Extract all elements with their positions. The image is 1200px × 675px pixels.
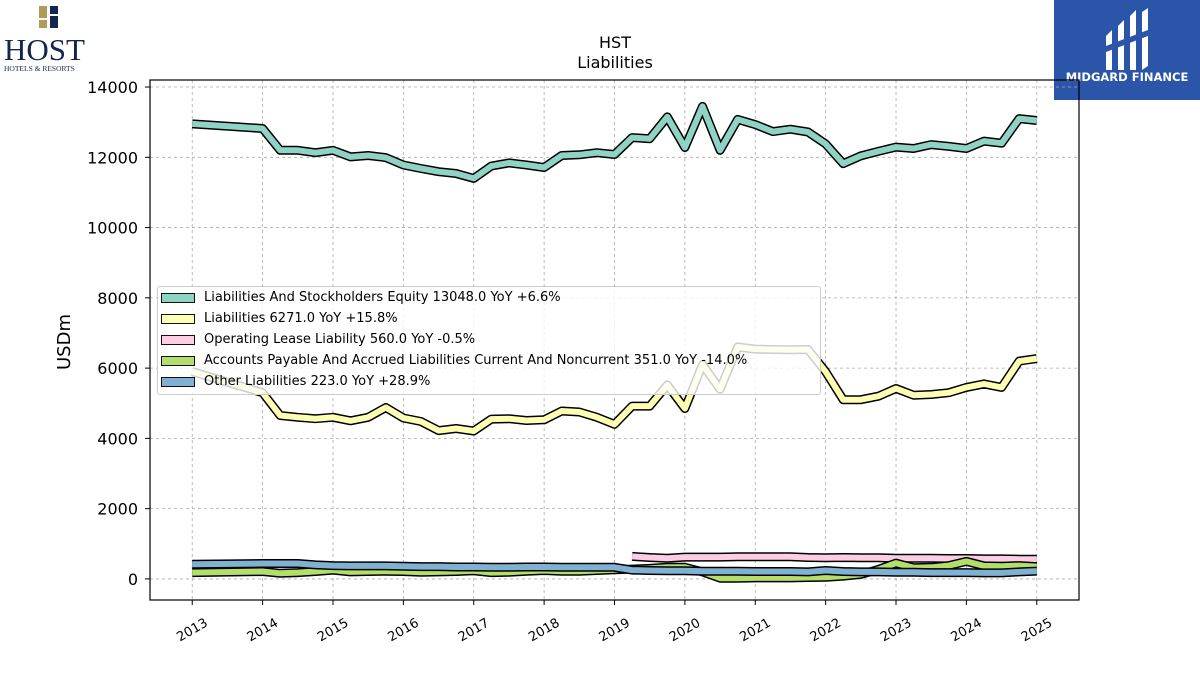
- x-tick-label: 2021: [737, 616, 773, 646]
- legend-swatch: [161, 377, 195, 387]
- y-axis-label: USDm: [54, 314, 75, 370]
- x-axis: 2013 2014 2015 2016 2017 2018 2019 2020 2021 2022…: [174, 600, 1055, 645]
- series-line: [191, 344, 1038, 434]
- legend-label: Operating Lease Liability 560.0 YoY -0.5…: [204, 332, 476, 347]
- legend-swatch: [161, 356, 195, 366]
- chart-subtitle: Liabilities: [577, 53, 653, 72]
- y-tick-label: 2000: [97, 500, 138, 519]
- legend-label: Liabilities And Stockholders Equity 1304…: [204, 290, 561, 305]
- x-tick-label: 2020: [667, 616, 703, 646]
- host-logo-mark-icon: [39, 6, 58, 28]
- series-line: [631, 553, 1037, 563]
- legend-item: Liabilities 6271.0 YoY +15.8%: [158, 310, 820, 331]
- series-line: [192, 103, 1038, 182]
- host-tagline: HOTELS & RESORTS: [4, 64, 75, 73]
- legend-swatch: [161, 314, 195, 324]
- legend-item: Accounts Payable And Accrued Liabilities…: [158, 352, 820, 373]
- midgard-wordmark: MIDGARD FINANCE: [1066, 70, 1189, 84]
- x-tick-label: 2018: [526, 616, 562, 646]
- y-axis: 0 2000 4000 6000 8000 10000 12000 14000: [87, 78, 150, 589]
- x-tick-label: 2019: [597, 616, 633, 646]
- x-tick-label: 2023: [878, 616, 914, 646]
- chart-legend: Liabilities And Stockholders Equity 1304…: [157, 286, 821, 395]
- y-tick-label: 14000: [87, 78, 138, 97]
- legend-swatch: [161, 335, 195, 345]
- x-tick-label: 2025: [1019, 616, 1055, 646]
- x-tick-label: 2022: [808, 616, 844, 646]
- x-tick-label: 2016: [386, 616, 422, 646]
- host-wordmark: HOST: [4, 32, 85, 67]
- chart-title: HST: [599, 33, 631, 52]
- x-tick-label: 2015: [315, 616, 351, 646]
- y-tick-label: 8000: [97, 289, 138, 308]
- series-line: [192, 560, 1037, 576]
- y-tick-label: 10000: [87, 219, 138, 238]
- legend-label: Other Liabilities 223.0 YoY +28.9%: [204, 374, 431, 389]
- series-layer: [190, 101, 1038, 583]
- x-tick-label: 2024: [949, 616, 985, 646]
- x-tick-label: 2014: [245, 616, 281, 646]
- y-tick-label: 4000: [97, 429, 138, 448]
- legend-item: Liabilities And Stockholders Equity 1304…: [158, 289, 820, 310]
- host-hotels-logo: HOST HOTELS & RESORTS: [4, 4, 104, 74]
- legend-swatch: [161, 293, 195, 303]
- legend-label: Accounts Payable And Accrued Liabilities…: [204, 353, 748, 368]
- legend-label: Liabilities 6271.0 YoY +15.8%: [204, 311, 398, 326]
- legend-item: Operating Lease Liability 560.0 YoY -0.5…: [158, 331, 820, 352]
- midgard-finance-logo: MIDGARD FINANCE: [1054, 0, 1200, 100]
- y-tick-label: 0: [128, 570, 138, 589]
- midgard-logo-mark-icon: [1106, 8, 1148, 70]
- y-tick-label: 12000: [87, 148, 138, 167]
- legend-item: Other Liabilities 223.0 YoY +28.9%: [158, 373, 820, 394]
- x-tick-label: 2013: [174, 616, 210, 646]
- y-tick-label: 6000: [97, 359, 138, 378]
- x-tick-label: 2017: [456, 616, 492, 646]
